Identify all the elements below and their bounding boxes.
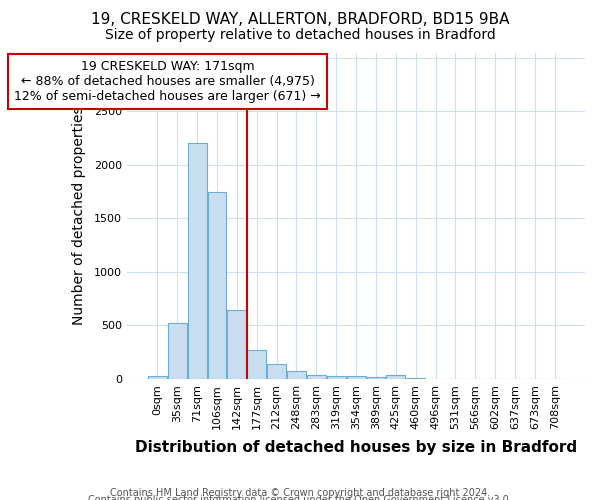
Bar (188, 144, 206, 379)
Bar (347, 376, 365, 379)
Text: 19 CRESKELD WAY: 171sqm
← 88% of detached houses are smaller (4,975)
12% of semi: 19 CRESKELD WAY: 171sqm ← 88% of detache… (14, 60, 321, 103)
Bar (307, 374, 326, 379)
Bar (227, 310, 247, 379)
Bar (247, 350, 266, 379)
Bar (148, 376, 167, 379)
Bar (287, 371, 306, 379)
Text: Size of property relative to detached houses in Bradford: Size of property relative to detached ho… (104, 28, 496, 42)
Text: Contains HM Land Registry data © Crown copyright and database right 2024.: Contains HM Land Registry data © Crown c… (110, 488, 490, 498)
Bar (208, 192, 226, 379)
Y-axis label: Number of detached properties: Number of detached properties (72, 106, 86, 325)
Bar (406, 378, 425, 379)
Bar (168, 324, 187, 379)
Bar (327, 376, 346, 379)
Text: 19, CRESKELD WAY, ALLERTON, BRADFORD, BD15 9BA: 19, CRESKELD WAY, ALLERTON, BRADFORD, BD… (91, 12, 509, 28)
Bar (267, 364, 286, 379)
Text: Contains public sector information licensed under the Open Government Licence v3: Contains public sector information licen… (88, 495, 512, 500)
X-axis label: Distribution of detached houses by size in Bradford: Distribution of detached houses by size … (135, 440, 577, 455)
Bar (386, 375, 405, 379)
Bar (367, 377, 385, 379)
